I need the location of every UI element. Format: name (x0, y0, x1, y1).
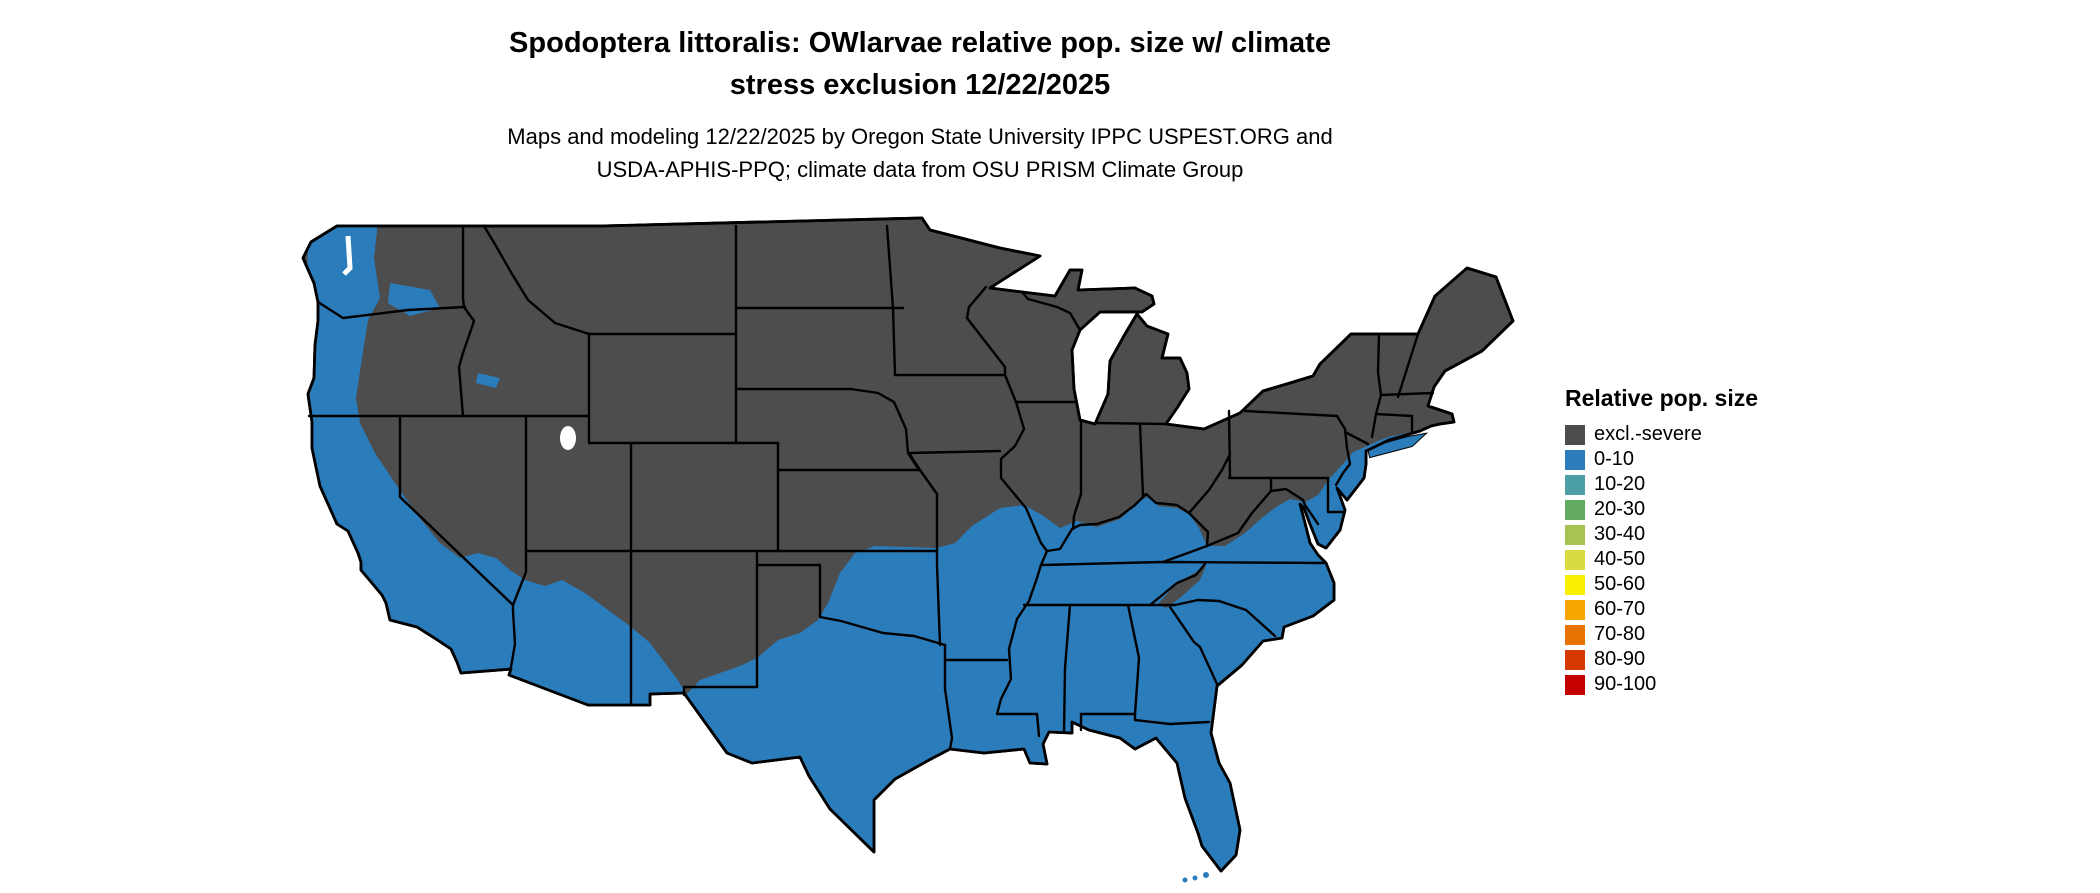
state-border-line (907, 451, 939, 496)
state-border-line (1269, 476, 1320, 526)
state-border-line (1374, 393, 1383, 416)
subtitle-line-2: USDA-APHIS-PPQ; climate data from OSU PR… (596, 157, 1244, 183)
state-border-line (1173, 598, 1277, 638)
legend-label: 30-40 (1594, 523, 1646, 545)
title-line-2: stress exclusion 12/22/2025 (729, 69, 1111, 102)
legend-swatch (1565, 524, 1585, 545)
legend-label: 80-90 (1594, 648, 1646, 670)
state-border-line (1376, 332, 1383, 397)
legend-item: 80-90 (1565, 647, 1825, 672)
state-border-line (885, 224, 897, 377)
legend-swatch (1565, 674, 1585, 695)
legend-item: 20-30 (1565, 497, 1825, 522)
us-outline (301, 216, 1515, 873)
legend-item: 90-100 (1565, 672, 1825, 697)
legend-item: 0-10 (1565, 447, 1825, 472)
state-border-line (965, 285, 988, 320)
state-border-line (1326, 476, 1346, 514)
state-border-line (1343, 430, 1370, 446)
great-salt-lake (560, 426, 576, 450)
legend-swatch (1565, 574, 1585, 595)
legend-item: 60-70 (1565, 597, 1825, 622)
state-border-line (1071, 420, 1083, 531)
legend-item: 30-40 (1565, 522, 1825, 547)
state-border-line (1126, 603, 1141, 716)
legend-swatch (1565, 599, 1585, 620)
state-border-line (1379, 391, 1435, 397)
legend-swatch (1565, 499, 1585, 520)
legend-swatch (1565, 449, 1585, 470)
subtitle-line-1: Maps and modeling 12/22/2025 by Oregon S… (507, 124, 1333, 150)
legend-title: Relative pop. size (1565, 385, 1759, 411)
low-pop-snake-plain (476, 373, 500, 388)
legend-swatch (1565, 649, 1585, 670)
state-border-line (457, 224, 476, 418)
legend-item: 50-60 (1565, 572, 1825, 597)
legend-label: 40-50 (1594, 548, 1646, 570)
legend-label: 50-60 (1594, 573, 1646, 595)
legend-item: 40-50 (1565, 547, 1825, 572)
state-border-line (1020, 290, 1082, 332)
state-border-line (482, 224, 591, 336)
legend-item: 70-80 (1565, 622, 1825, 647)
legend-item: 10-20 (1565, 472, 1825, 497)
state-border-line (1227, 409, 1232, 480)
legend-label: 90-100 (1594, 673, 1657, 695)
legend: Relative pop. size excl.-severe 0-10 10-… (1565, 385, 1825, 697)
florida-keys (1182, 872, 1209, 883)
us-map (300, 208, 1520, 888)
state-border-line (1079, 712, 1211, 726)
legend-label: 10-20 (1594, 473, 1646, 495)
legend-swatch (1565, 424, 1585, 445)
page-subtitle: Maps and modeling 12/22/2025 by Oregon S… (180, 120, 1660, 186)
legend-label: 20-30 (1594, 498, 1646, 520)
header: Spodoptera littoralis: OWlarvae relative… (180, 22, 1660, 186)
state-border-line (1396, 332, 1420, 399)
state-border-line (511, 549, 528, 607)
state-border-line (995, 549, 1049, 738)
state-border-line (682, 549, 759, 697)
legend-item: excl.-severe (1565, 422, 1825, 447)
state-border-line (935, 492, 942, 647)
state-border-line (907, 449, 1002, 455)
puget-sound (342, 235, 353, 276)
title-line-1: Spodoptera littoralis: OWlarvae relative… (509, 27, 1331, 59)
legend-label: 70-80 (1594, 623, 1646, 645)
state-border-line (1334, 414, 1352, 487)
low-pop-columbia-basin (388, 283, 440, 316)
state-border-line (1370, 412, 1414, 439)
state-border-line (1161, 544, 1209, 564)
state-border-line (1041, 560, 1328, 567)
state-border-line (316, 300, 467, 320)
legend-label: 0-10 (1594, 448, 1635, 470)
state-border-line (1187, 511, 1210, 548)
us-map-svg (301, 216, 1515, 883)
legend-swatch (1565, 474, 1585, 495)
legend-swatch (1565, 624, 1585, 645)
legend-label: 60-70 (1594, 598, 1646, 620)
state-border-line (1138, 422, 1145, 498)
water-features (342, 235, 576, 450)
state-border-line (1205, 489, 1273, 548)
state-border-line (1148, 562, 1207, 607)
state-border-line (965, 316, 1049, 553)
legend-swatch (1565, 549, 1585, 570)
state-border-line (1243, 409, 1339, 418)
state-border-line (1168, 605, 1219, 686)
state-border-line (1045, 452, 1232, 553)
state-borders (307, 224, 1435, 751)
legend-label: excl.-severe (1594, 423, 1702, 445)
state-border-line (943, 643, 954, 751)
state-border-line (1095, 421, 1170, 426)
state-border-line (398, 414, 517, 669)
page-title: Spodoptera littoralis: OWlarvae relative… (180, 22, 1660, 106)
state-border-line (755, 563, 947, 647)
state-border-line (1062, 603, 1072, 734)
